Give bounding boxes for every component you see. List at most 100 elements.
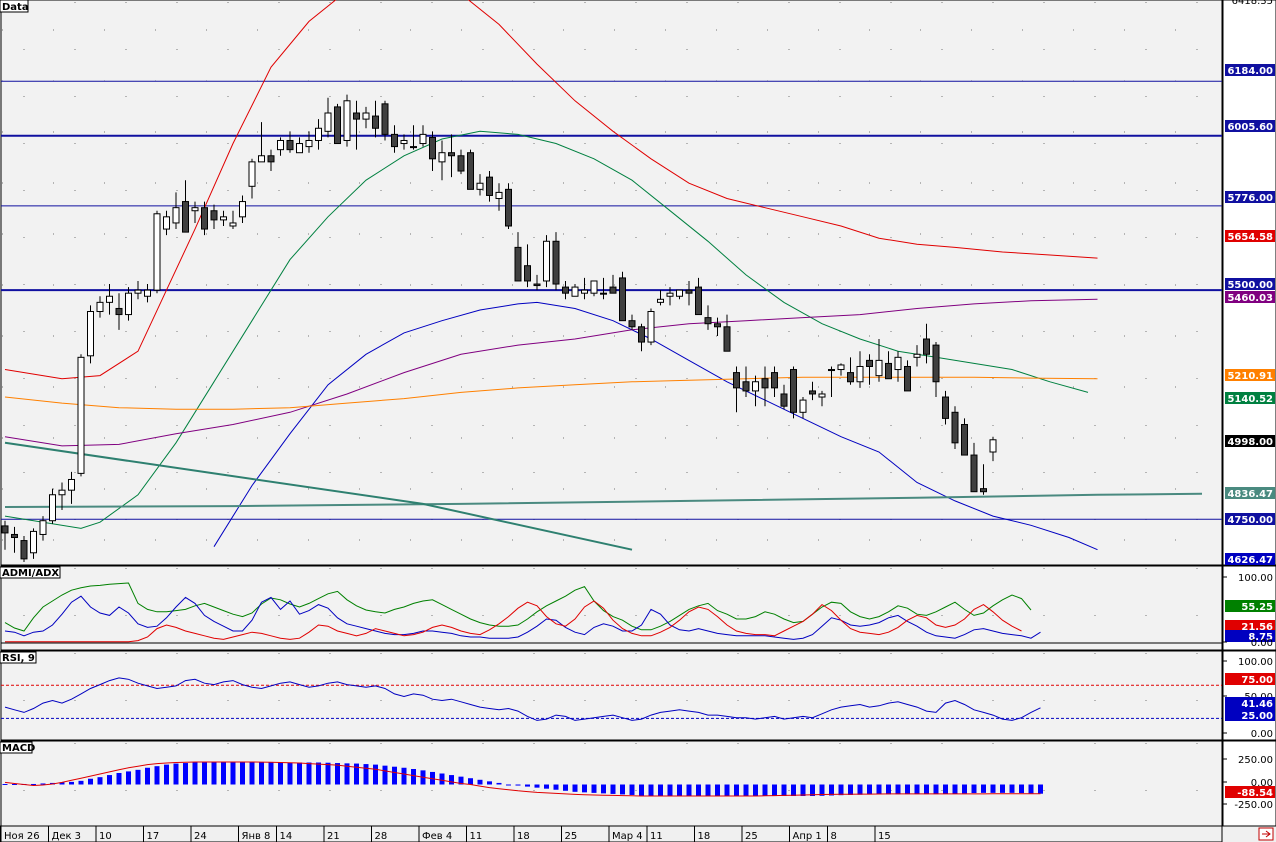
candle[interactable] bbox=[305, 131, 313, 153]
candle[interactable] bbox=[600, 277, 607, 300]
candle[interactable] bbox=[752, 375, 759, 407]
candle[interactable] bbox=[790, 366, 797, 419]
candle[interactable] bbox=[372, 100, 379, 138]
candle[interactable] bbox=[761, 366, 769, 407]
candle[interactable] bbox=[524, 244, 531, 288]
candle[interactable] bbox=[590, 280, 598, 297]
candle[interactable] bbox=[68, 471, 75, 504]
candle[interactable] bbox=[362, 106, 370, 129]
candle[interactable] bbox=[704, 305, 712, 330]
candle[interactable] bbox=[267, 149, 275, 172]
candle[interactable] bbox=[780, 384, 788, 410]
candle[interactable] bbox=[923, 323, 930, 364]
candle[interactable] bbox=[799, 397, 807, 419]
candle[interactable] bbox=[334, 103, 341, 145]
candle[interactable] bbox=[666, 287, 674, 306]
candle[interactable] bbox=[685, 280, 693, 306]
candle[interactable] bbox=[638, 323, 645, 352]
candle[interactable] bbox=[296, 137, 303, 154]
candle[interactable] bbox=[894, 351, 902, 382]
candle[interactable] bbox=[961, 418, 968, 456]
candle[interactable] bbox=[106, 284, 113, 315]
candle[interactable] bbox=[315, 119, 322, 150]
candle[interactable] bbox=[134, 280, 142, 300]
candle[interactable] bbox=[400, 134, 408, 150]
candle[interactable] bbox=[543, 235, 550, 288]
candle[interactable] bbox=[495, 183, 503, 211]
candle[interactable] bbox=[144, 284, 151, 303]
candle[interactable] bbox=[552, 232, 560, 291]
candle[interactable] bbox=[837, 363, 845, 376]
candle[interactable] bbox=[885, 351, 892, 380]
candle[interactable] bbox=[324, 97, 332, 138]
candle[interactable] bbox=[220, 210, 227, 226]
candle[interactable] bbox=[742, 366, 750, 398]
candle[interactable] bbox=[229, 210, 237, 230]
candle[interactable] bbox=[87, 305, 94, 364]
candle[interactable] bbox=[248, 158, 256, 199]
candle[interactable] bbox=[163, 210, 170, 236]
candle[interactable] bbox=[847, 357, 854, 385]
candle[interactable] bbox=[647, 308, 655, 346]
candle[interactable] bbox=[77, 354, 85, 477]
candle[interactable] bbox=[733, 366, 740, 413]
candle[interactable] bbox=[714, 317, 721, 336]
candle[interactable] bbox=[191, 201, 199, 223]
candle[interactable] bbox=[628, 314, 636, 330]
candle[interactable] bbox=[771, 366, 778, 398]
candle[interactable] bbox=[39, 516, 47, 541]
candle[interactable] bbox=[562, 280, 569, 300]
candle[interactable] bbox=[676, 289, 683, 300]
candle[interactable] bbox=[457, 149, 465, 175]
candle[interactable] bbox=[429, 131, 436, 172]
candle[interactable] bbox=[609, 274, 617, 294]
candle[interactable] bbox=[343, 94, 351, 147]
candle[interactable] bbox=[856, 351, 864, 388]
candle[interactable] bbox=[828, 366, 835, 398]
candle[interactable] bbox=[904, 360, 911, 392]
candle[interactable] bbox=[286, 131, 294, 153]
candle[interactable] bbox=[619, 271, 626, 322]
candle[interactable] bbox=[58, 482, 66, 511]
candle[interactable] bbox=[913, 345, 921, 367]
candle[interactable] bbox=[818, 390, 826, 407]
candle[interactable] bbox=[932, 342, 940, 398]
candle[interactable] bbox=[695, 277, 702, 316]
candle[interactable] bbox=[989, 436, 997, 462]
candle[interactable] bbox=[533, 274, 541, 291]
candle[interactable] bbox=[514, 232, 522, 282]
candle[interactable] bbox=[210, 204, 218, 230]
candle[interactable] bbox=[1, 520, 9, 550]
candle[interactable] bbox=[875, 339, 883, 382]
candle[interactable] bbox=[391, 125, 398, 153]
candle[interactable] bbox=[153, 210, 161, 294]
candle[interactable] bbox=[182, 180, 189, 233]
candle[interactable] bbox=[96, 296, 104, 318]
candle[interactable] bbox=[723, 314, 731, 352]
candle[interactable] bbox=[115, 293, 123, 330]
candle[interactable] bbox=[49, 488, 56, 524]
candle[interactable] bbox=[201, 201, 208, 236]
candle[interactable] bbox=[258, 122, 265, 163]
candle[interactable] bbox=[657, 290, 664, 306]
candle[interactable] bbox=[172, 192, 180, 230]
candle[interactable] bbox=[448, 134, 455, 178]
candle[interactable] bbox=[809, 381, 816, 401]
candle[interactable] bbox=[353, 100, 360, 150]
candle[interactable] bbox=[571, 284, 579, 297]
candle[interactable] bbox=[951, 406, 959, 449]
candle[interactable] bbox=[438, 140, 446, 181]
candle[interactable] bbox=[866, 354, 873, 385]
candle[interactable] bbox=[239, 195, 246, 223]
candle[interactable] bbox=[20, 535, 28, 562]
candle[interactable] bbox=[505, 183, 512, 230]
candle[interactable] bbox=[942, 390, 949, 425]
candle[interactable] bbox=[11, 526, 18, 553]
candle[interactable] bbox=[467, 149, 474, 190]
candle[interactable] bbox=[381, 100, 389, 141]
candle[interactable] bbox=[980, 464, 987, 495]
candle[interactable] bbox=[486, 171, 493, 202]
candle[interactable] bbox=[410, 125, 417, 150]
candle[interactable] bbox=[277, 137, 284, 156]
